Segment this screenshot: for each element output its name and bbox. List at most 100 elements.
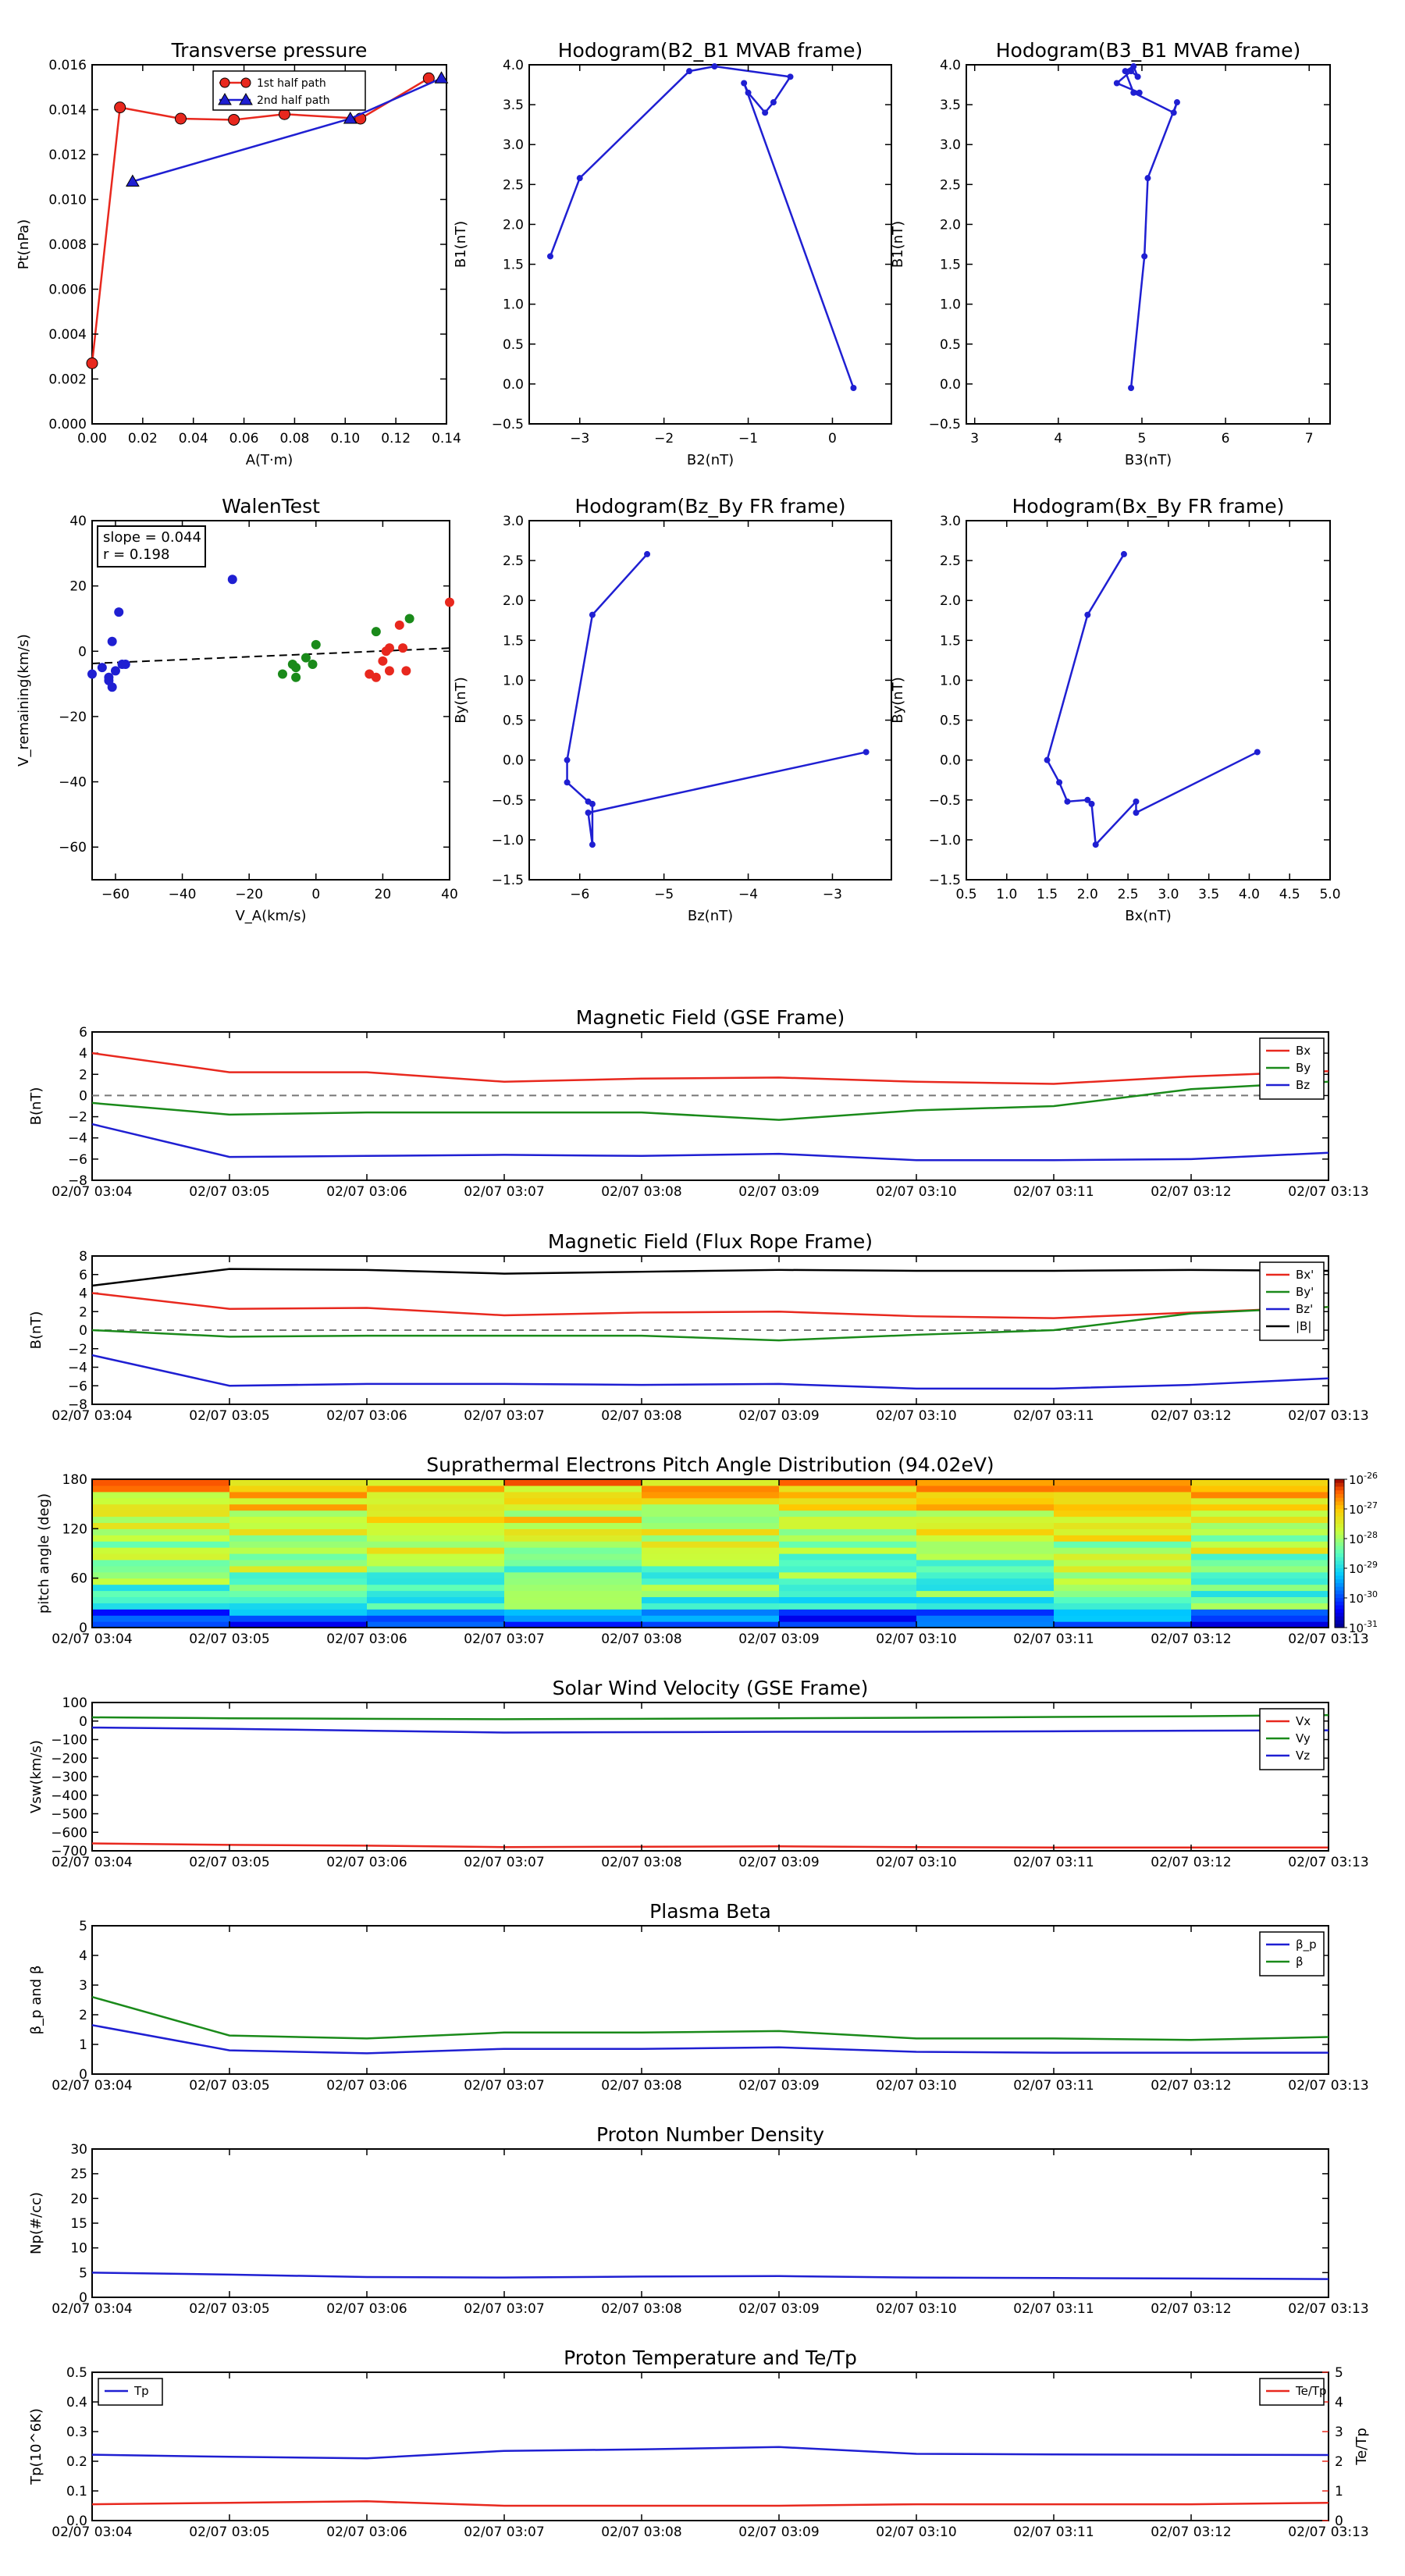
chart-title: Hodogram(B3_B1 MVAB frame) [996, 39, 1301, 62]
time-tick-label: 02/07 03:08 [601, 1855, 681, 1870]
heatmap-cell [1054, 1578, 1192, 1585]
heatmap-cell [504, 1516, 642, 1524]
y-tick-label: 1.0 [940, 297, 961, 313]
heatmap-cell [92, 1559, 230, 1567]
heatmap-cell [367, 1584, 505, 1592]
data-point [711, 63, 718, 70]
data-point [762, 109, 769, 116]
heatmap-cell [916, 1516, 1055, 1524]
heatmap-cell [1054, 1584, 1192, 1592]
heatmap-cell [92, 1565, 230, 1573]
heatmap-cell [1054, 1571, 1192, 1579]
x-tick-label: 4.0 [1239, 887, 1260, 902]
data-point [107, 636, 117, 646]
y-tick-label: −20 [59, 710, 87, 725]
mag-fr-panel: Magnetic Field (Flux Rope Frame) −8 −6 −4 −2… [28, 1230, 1369, 1424]
chart-title: Transverse pressure [171, 39, 368, 62]
colorbar-segment [1335, 1564, 1344, 1569]
time-tick-label: 02/07 03:13 [1288, 2301, 1368, 2317]
heatmap-cell [92, 1609, 230, 1616]
data-point [371, 672, 381, 682]
time-tick-label: 02/07 03:07 [464, 1184, 544, 1200]
time-tick-label: 02/07 03:04 [52, 2524, 132, 2540]
colorbar-tick-exponent: -27 [1364, 1500, 1378, 1510]
time-tick-label: 02/07 03:09 [738, 1631, 819, 1647]
y-tick-label: 6 [79, 1025, 87, 1041]
x-tick-label: −1 [738, 431, 758, 447]
data-point [741, 80, 748, 87]
colorbar-segment [1335, 1557, 1344, 1562]
data-point [1128, 385, 1135, 391]
series-line [91, 1292, 1329, 1319]
data-point [110, 666, 120, 676]
time-tick-label: 02/07 03:07 [464, 1408, 544, 1424]
y-tick-label: 0.5 [503, 713, 524, 729]
heatmap-cell [229, 1541, 368, 1548]
heatmap-cell [367, 1565, 505, 1573]
heatmap-cell [367, 1528, 505, 1535]
heatmap-cell [642, 1547, 780, 1554]
y-tick-label: 0.000 [48, 417, 87, 432]
colorbar-segment [1335, 1620, 1344, 1624]
heatmap-cell [504, 1485, 642, 1493]
colorbar-segment [1335, 1494, 1344, 1499]
data-point [787, 73, 794, 80]
time-tick-label: 02/07 03:08 [601, 1184, 681, 1200]
time-tick-label: 02/07 03:05 [189, 2301, 269, 2317]
y-tick-label: −600 [51, 1825, 87, 1841]
heatmap-cell [1054, 1603, 1192, 1610]
heatmap-cell [642, 1609, 780, 1616]
heatmap-cell [642, 1559, 780, 1567]
heatmap-cell [779, 1528, 917, 1535]
heatmap-cell [916, 1584, 1055, 1592]
legend-label: β [1296, 1955, 1304, 1969]
colorbar-tick-exponent: -31 [1364, 1619, 1378, 1629]
heatmap-cell [229, 1535, 368, 1542]
heatmap-cell [229, 1584, 368, 1592]
plot-frame [91, 1925, 1329, 2075]
y-tick-label: 0.0 [503, 377, 524, 393]
data-point [1084, 611, 1091, 618]
colorbar-segment [1335, 1524, 1344, 1528]
colorbar-segment [1335, 1560, 1344, 1565]
heatmap-cell [504, 1497, 642, 1505]
time-tick-label: 02/07 03:10 [876, 2078, 956, 2094]
heatmap-cell [1054, 1590, 1192, 1598]
heatmap-cell [229, 1503, 368, 1511]
time-tick-label: 02/07 03:10 [876, 1855, 956, 1870]
heatmap-cell [504, 1522, 642, 1529]
y-tick-label: 20 [69, 579, 87, 595]
heatmap-cell [779, 1584, 917, 1592]
colorbar-tick-exponent: -28 [1364, 1530, 1378, 1540]
heatmap-cell [229, 1516, 368, 1524]
y-tick-label: 20 [70, 2191, 87, 2207]
y-tick-label: 0.5 [503, 337, 524, 353]
y-axis-label: By(nT) [890, 677, 906, 723]
heatmap-cell [504, 1590, 642, 1598]
heatmap-cell [916, 1553, 1055, 1560]
series-line [91, 1306, 1329, 1342]
x-axis-label: A(T·m) [246, 452, 293, 468]
y-tick-label: 0.0 [940, 753, 961, 769]
x-tick-label: 40 [441, 887, 458, 902]
chart-title: Proton Temperature and Te/Tp [564, 2347, 857, 2369]
data-point [1141, 253, 1148, 260]
data-point [384, 643, 394, 653]
heatmap-cell [779, 1510, 917, 1517]
x-tick-label: 0 [828, 431, 837, 447]
heatmap-cell [1191, 1535, 1329, 1542]
y-tick-label: 5 [79, 2265, 87, 2281]
time-tick-label: 02/07 03:11 [1013, 2301, 1094, 2317]
heatmap-cell [1054, 1547, 1192, 1554]
heatmap-cell [916, 1491, 1055, 1499]
heatmap-cell [1054, 1559, 1192, 1567]
heatmap-cell [229, 1528, 368, 1535]
heatmap-cell [229, 1621, 368, 1628]
series-line [91, 2446, 1329, 2460]
colorbar-segment [1335, 1531, 1344, 1535]
heatmap-cell [1054, 1491, 1192, 1499]
time-tick-label: 02/07 03:06 [326, 2078, 407, 2094]
time-tick-label: 02/07 03:05 [189, 2524, 269, 2540]
colorbar-segment [1335, 1512, 1344, 1517]
y-tick-label: 0.1 [66, 2484, 87, 2500]
